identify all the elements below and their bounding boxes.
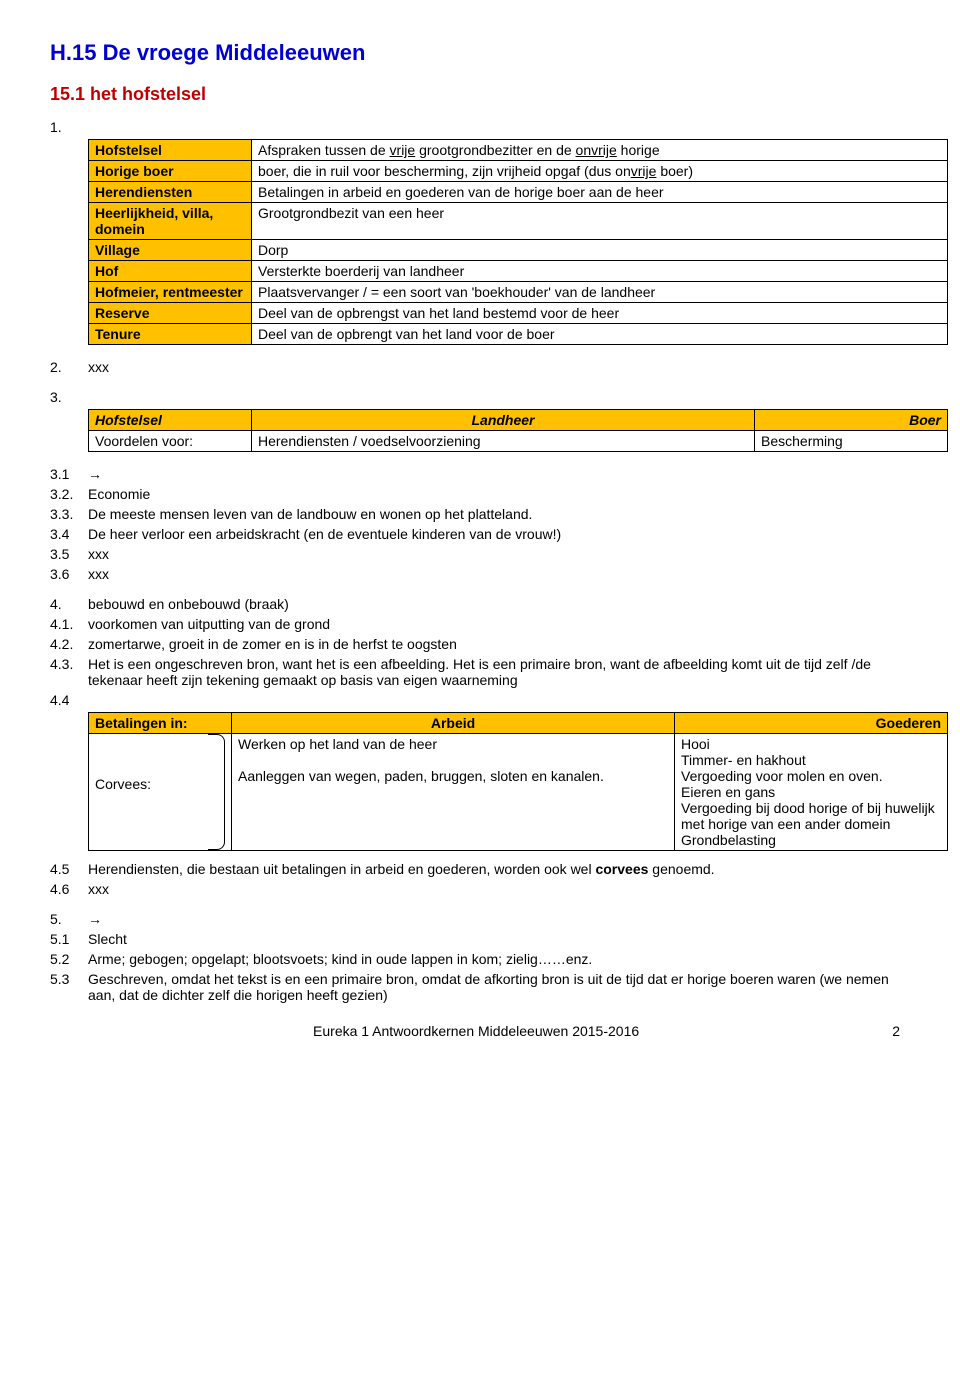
list-item: 5.3Geschreven, omdat het tekst is en een… — [50, 971, 910, 1003]
list-item: 4.2.zomertarwe, groeit in de zomer en is… — [50, 636, 910, 652]
arbeid-cell: Werken op het land van de heerAanleggen … — [232, 734, 675, 851]
def-value: Afspraken tussen de vrije grootgrondbezi… — [252, 140, 948, 161]
def-value: Dorp — [252, 240, 948, 261]
def-value: Versterkte boerderij van landheer — [252, 261, 948, 282]
def-key: Horige boer — [89, 161, 252, 182]
goederen-cell: HooiTimmer- en hakhoutVergoeding voor mo… — [675, 734, 948, 851]
def-value: Plaatsvervanger / = een soort van 'boekh… — [252, 282, 948, 303]
list-item: 4.6xxx — [50, 881, 910, 897]
corvees-cell: Corvees: — [89, 734, 232, 851]
section-subtitle: 15.1 het hofstelsel — [50, 84, 910, 105]
def-key: Tenure — [89, 324, 252, 345]
def-key: Hofmeier, rentmeester — [89, 282, 252, 303]
item-1: 1. — [50, 119, 910, 135]
def-value: Betalingen in arbeid en goederen van de … — [252, 182, 948, 203]
list-item: 4.5Herendiensten, die bestaan uit betali… — [50, 861, 910, 877]
list-item: 4.bebouwd en onbebouwd (braak) — [50, 596, 910, 612]
page-footer: Eureka 1 Antwoordkernen Middeleeuwen 201… — [50, 1023, 910, 1039]
def-key: Reserve — [89, 303, 252, 324]
list-item: 3.3.De meeste mensen leven van de landbo… — [50, 506, 910, 522]
list-item: 4.3.Het is een ongeschreven bron, want h… — [50, 656, 910, 688]
def-key: Hofstelsel — [89, 140, 252, 161]
def-value: Deel van de opbrengt van het land voor d… — [252, 324, 948, 345]
def-value: Grootgrondbezit van een heer — [252, 203, 948, 240]
list-item: 3.1→ — [50, 466, 910, 482]
def-value: boer, die in ruil voor bescherming, zijn… — [252, 161, 948, 182]
list-item: 5.1Slecht — [50, 931, 910, 947]
list-item: 5.→ — [50, 911, 910, 927]
def-key: Village — [89, 240, 252, 261]
item-2: 2. xxx — [50, 359, 910, 375]
definitions-table: HofstelselAfspraken tussen de vrije groo… — [88, 139, 948, 345]
list-item: 3.5xxx — [50, 546, 910, 562]
list-item: 3.6xxx — [50, 566, 910, 582]
def-value: Deel van de opbrengst van het land beste… — [252, 303, 948, 324]
betalingen-table: Betalingen in: Arbeid Goederen Corvees: … — [88, 712, 948, 851]
hofstelsel-table: Hofstelsel Landheer Boer Voordelen voor:… — [88, 409, 948, 452]
page-title: H.15 De vroege Middeleeuwen — [50, 40, 910, 66]
def-key: Hof — [89, 261, 252, 282]
list-item: 4.1.voorkomen van uitputting van de gron… — [50, 616, 910, 632]
item-3: 3. — [50, 389, 910, 405]
list-item: 3.2.Economie — [50, 486, 910, 502]
list-item: 3.4De heer verloor een arbeidskracht (en… — [50, 526, 910, 542]
def-key: Herendiensten — [89, 182, 252, 203]
item-4-4: 4.4 — [50, 692, 910, 708]
list-item: 5.2Arme; gebogen; opgelapt; blootsvoets;… — [50, 951, 910, 967]
def-key: Heerlijkheid, villa, domein — [89, 203, 252, 240]
brace-icon — [208, 734, 225, 850]
